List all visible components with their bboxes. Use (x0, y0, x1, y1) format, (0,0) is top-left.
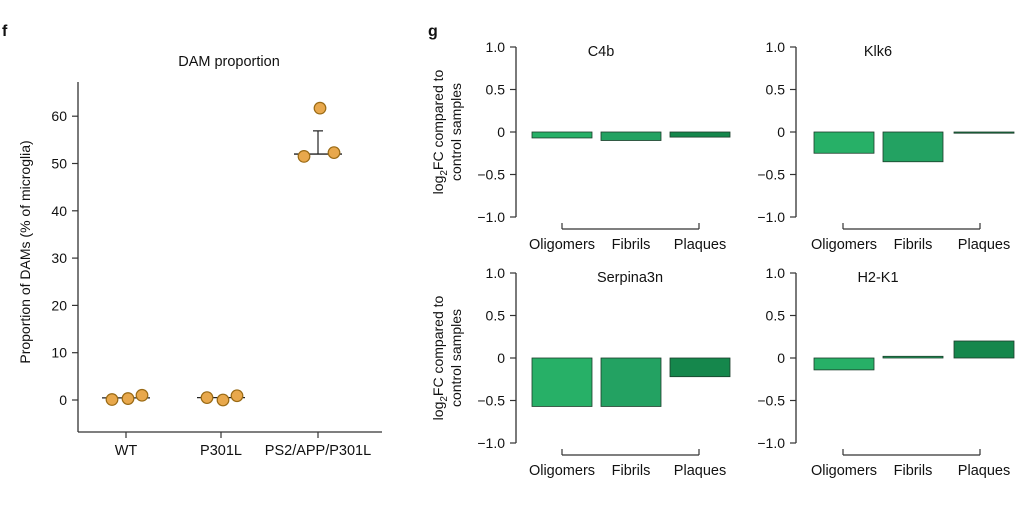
subplot-x-label-oligomers: Oligomers (529, 237, 595, 253)
panel-g-subplot-h2-k1: H2-K1 1.0 0.5 0 −0.5 −1.0 Oligomers Fibrils Pla… (757, 265, 1015, 479)
subplot-y-tick-label: −1.0 (477, 435, 505, 451)
subplot-bar-plaques (953, 131, 1015, 134)
panel-g-subplot-serpina3n: Serpina3n log2FC compared to control sam… (430, 265, 731, 479)
subplot-y-tick-label: 0 (497, 350, 505, 366)
panel-g-subplot-klk6: Klk6 1.0 0.5 0 −0.5 −1.0 Oligomers Fibrils Plaq… (757, 39, 1015, 253)
subplot-y-tick-label: 0.5 (766, 308, 786, 324)
subplot-bar-plaques (669, 131, 731, 138)
subplot-x-label-plaques: Plaques (674, 463, 726, 479)
subplot-y-tick-label: 0 (777, 124, 785, 140)
panel-f-y-tick-label: 0 (59, 392, 67, 408)
subplot-y-tick-label: −0.5 (757, 393, 785, 409)
ylabel-fc-text: FC compared to (430, 295, 446, 396)
panel-f-y-tick-label: 50 (51, 156, 67, 172)
panel-f-y-axis-label: Proportion of DAMs (% of microglia) (17, 140, 33, 363)
subplot-x-label-plaques: Plaques (958, 237, 1010, 253)
panel-label-g: g (428, 23, 438, 40)
subplot-bar-fibrils (882, 131, 944, 163)
panel-f-y-ticks: 0 10 20 30 40 50 60 (51, 108, 78, 408)
ylabel-subscript: 2 (439, 396, 450, 402)
panel-f-x-label-wt: WT (115, 443, 138, 459)
subplot-y-tick-label: 0.5 (486, 308, 506, 324)
panel-f-title: DAM proportion (178, 54, 280, 70)
subplot-klk6-plot: 1.0 0.5 0 −0.5 −1.0 Oligomers Fibrils Plaques (757, 39, 1015, 253)
panel-f-data-point (200, 391, 214, 405)
subplot-c4b-y-axis-label: log2FC compared to (430, 69, 450, 194)
panel-f-data-point (313, 101, 327, 115)
subplot-y-tick-label: 0 (777, 350, 785, 366)
subplot-y-tick-label: 1.0 (766, 39, 786, 55)
subplot-y-tick-label: −1.0 (477, 209, 505, 225)
subplot-y-tick-label: 1.0 (486, 39, 506, 55)
ylabel-log-text: log (430, 402, 446, 421)
panel-f-marks (102, 101, 342, 407)
subplot-serpina3n-y-axis-label: log2FC compared to (430, 295, 450, 420)
subplot-y-tick-label: 1.0 (486, 265, 506, 281)
subplot-serpina3n-title: Serpina3n (597, 270, 663, 286)
subplot-y-tick-label: −1.0 (757, 209, 785, 225)
panel-f-x-label-ps2-app-p301l: PS2/APP/P301L (265, 443, 371, 459)
subplot-bar-oligomers (531, 131, 593, 139)
subplot-y-tick-label: −0.5 (757, 167, 785, 183)
subplot-serpina3n-plot: 1.0 0.5 0 −0.5 −1.0 Oligomers Fibrils Plaques (477, 265, 731, 479)
subplot-klk6-title: Klk6 (864, 44, 892, 60)
subplot-bar-fibrils (600, 357, 662, 407)
subplot-y-tick-label: 1.0 (766, 265, 786, 281)
subplot-c4b-title: C4b (588, 44, 615, 60)
subplot-x-label-oligomers: Oligomers (811, 463, 877, 479)
subplot-c4b-y-axis-label-line2: control samples (448, 83, 464, 181)
panel-f-y-tick-label: 10 (51, 345, 67, 361)
subplot-x-label-plaques: Plaques (958, 463, 1010, 479)
panel-f-y-tick-label: 60 (51, 108, 67, 124)
subplot-y-tick-label: −0.5 (477, 167, 505, 183)
subplot-y-tick-label: 0.5 (766, 82, 786, 98)
subplot-x-label-fibrils: Fibrils (894, 237, 933, 253)
subplot-x-label-fibrils: Fibrils (894, 463, 933, 479)
subplot-bar-plaques (669, 357, 731, 378)
subplot-h2-k1-plot: 1.0 0.5 0 −0.5 −1.0 Oligomers Fibrils Plaques (757, 265, 1015, 479)
panel-f-y-tick-label: 40 (51, 203, 67, 219)
panel-f-dam-proportion: DAM proportion Proportion of DAMs (% of … (17, 54, 382, 459)
subplot-x-label-oligomers: Oligomers (529, 463, 595, 479)
panel-f-data-point (135, 388, 149, 402)
panel-f-data-point (327, 146, 341, 160)
panel-f-data-point (121, 392, 135, 405)
ylabel-subscript: 2 (439, 170, 450, 176)
subplot-bar-oligomers (813, 357, 875, 371)
subplot-bar-fibrils (882, 355, 944, 359)
subplot-y-tick-label: −1.0 (757, 435, 785, 451)
panel-f-data-point (230, 389, 244, 403)
subplot-x-label-fibrils: Fibrils (612, 237, 651, 253)
panel-f-y-tick-label: 30 (51, 250, 67, 266)
subplot-bar-oligomers (531, 357, 593, 407)
subplot-x-label-fibrils: Fibrils (612, 463, 651, 479)
panel-f-data-point (105, 393, 119, 406)
panel-f-data-point (216, 393, 230, 407)
panel-f-x-label-p301l: P301L (200, 443, 242, 459)
subplot-y-tick-label: −0.5 (477, 393, 505, 409)
subplot-y-tick-label: 0 (497, 124, 505, 140)
subplot-x-label-plaques: Plaques (674, 237, 726, 253)
ylabel-log-text: log (430, 176, 446, 195)
subplot-y-tick-label: 0.5 (486, 82, 506, 98)
panel-f-data-point (297, 150, 311, 163)
subplot-bar-plaques (953, 340, 1015, 359)
panel-f-x-ticks: WT P301L PS2/APP/P301L (115, 432, 371, 459)
subplot-x-label-oligomers: Oligomers (811, 237, 877, 253)
subplot-bar-fibrils (600, 131, 662, 141)
subplot-h2-k1-title: H2-K1 (857, 270, 898, 286)
panel-label-f: f (2, 23, 8, 40)
panel-g-subplot-c4b: C4b log2FC compared to control samples 1… (430, 39, 731, 253)
subplot-bar-oligomers (813, 131, 875, 154)
subplot-serpina3n-y-axis-label-line2: control samples (448, 309, 464, 407)
ylabel-fc-text: FC compared to (430, 69, 446, 170)
subplot-c4b-plot: 1.0 0.5 0 −0.5 −1.0 Oligomers Fibrils Plaques (477, 39, 731, 253)
panel-f-y-tick-label: 20 (51, 297, 67, 313)
